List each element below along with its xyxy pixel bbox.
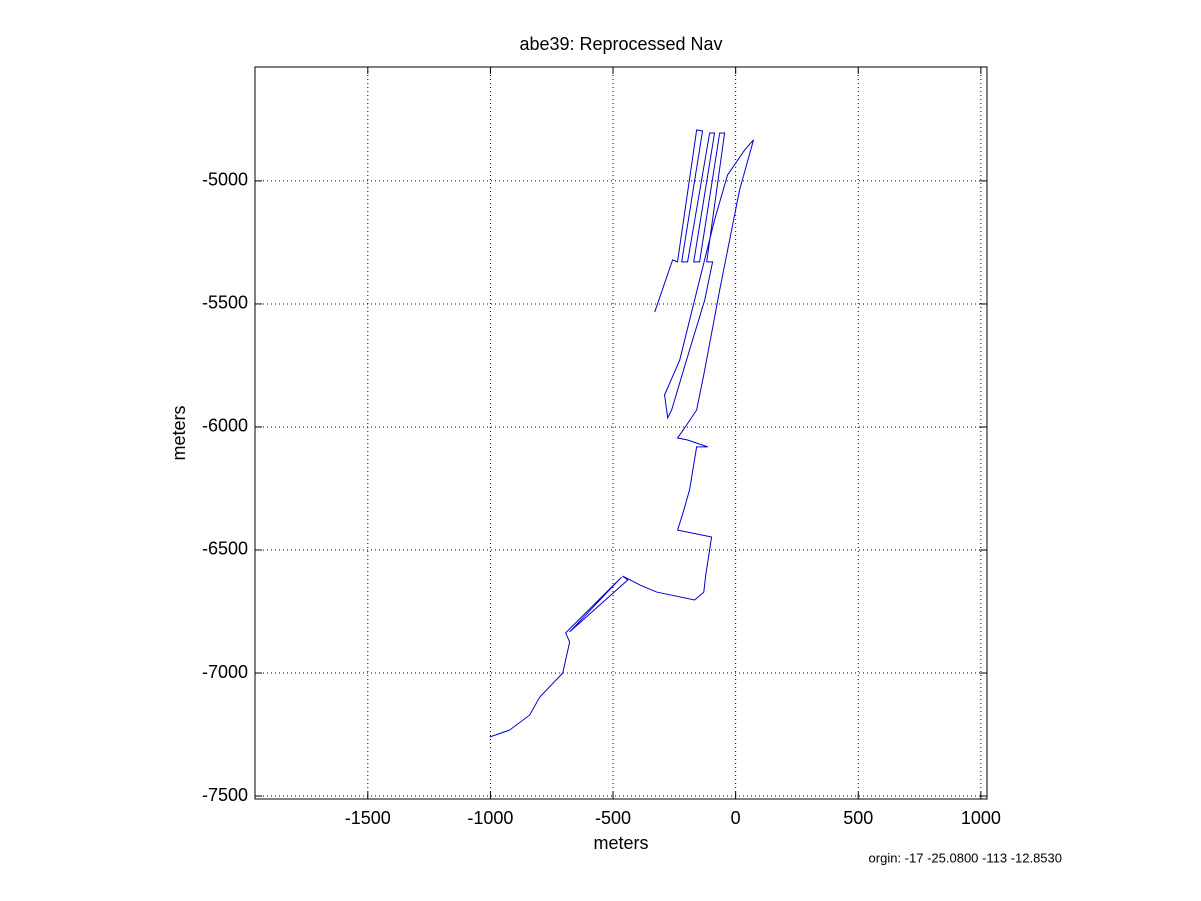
y-tick-label: -5000: [202, 170, 248, 190]
y-tick-label: -7000: [202, 662, 248, 682]
x-tick-label: 1000: [961, 808, 1001, 828]
y-tick-label: -7500: [202, 785, 248, 805]
x-tick-label: -1000: [467, 808, 513, 828]
y-axis-label: meters: [169, 405, 189, 460]
chart-title: abe39: Reprocessed Nav: [519, 34, 722, 54]
track-line: [489, 129, 755, 738]
plot-frame: [254, 66, 988, 800]
x-axis-label: meters: [593, 833, 648, 853]
y-tick-label: -5500: [202, 293, 248, 313]
x-tick-label: -1500: [345, 808, 391, 828]
annotation: orgin: -17 -25.0800 -113 -12.8530: [869, 850, 1062, 865]
x-tick-label: 500: [843, 808, 873, 828]
x-tick-label: -500: [595, 808, 631, 828]
y-tick-label: -6500: [202, 539, 248, 559]
x-tick-label: 0: [731, 808, 741, 828]
y-tick-label: -6000: [202, 416, 248, 436]
